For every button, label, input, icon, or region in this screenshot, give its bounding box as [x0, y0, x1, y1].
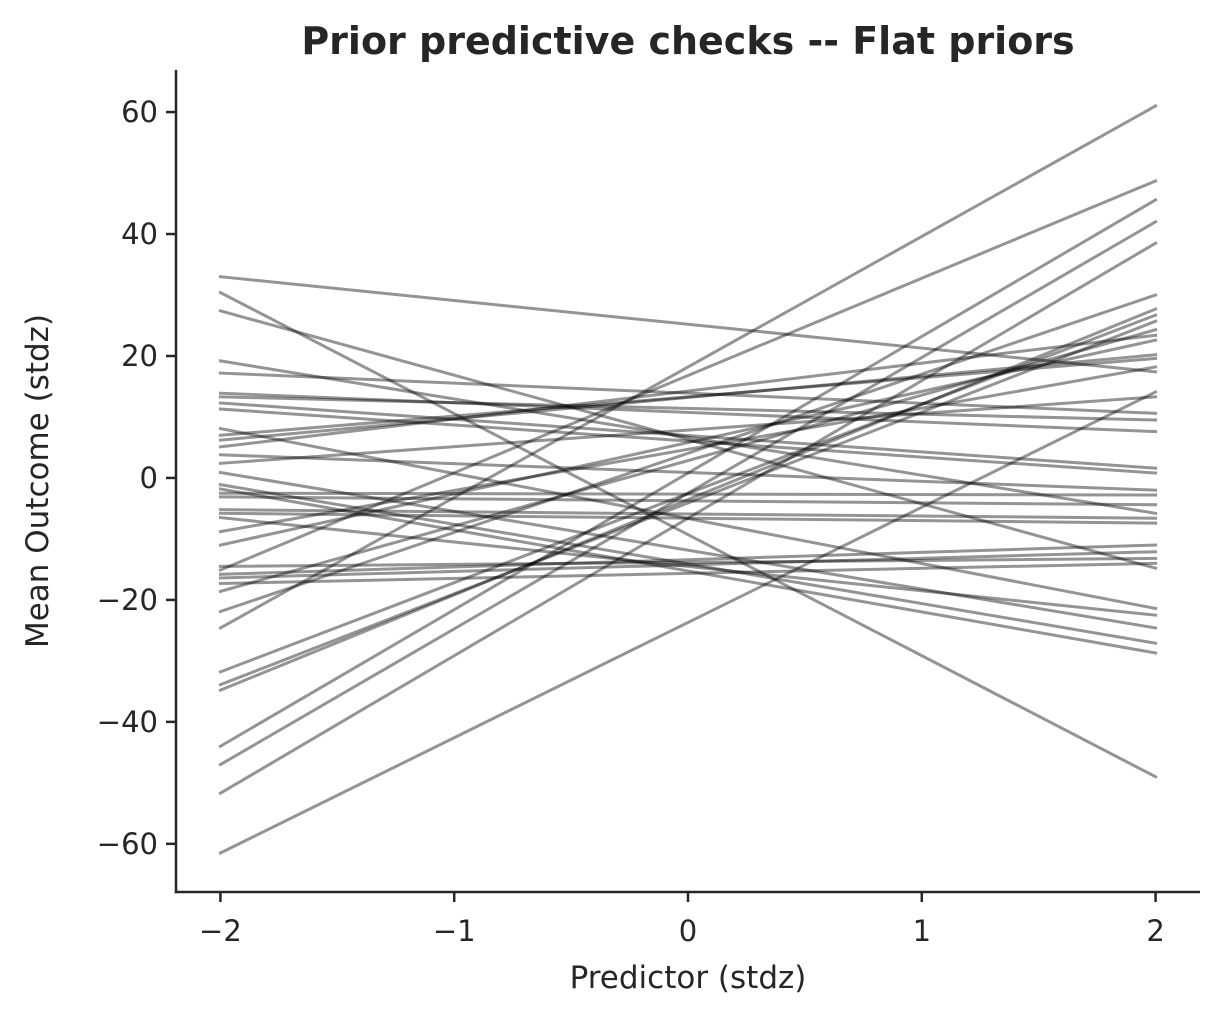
prior-draw-line	[218, 309, 1158, 571]
prior-draw-line	[218, 179, 1158, 572]
prior-draw-line	[218, 371, 1158, 415]
prior-draw-line	[218, 307, 1158, 693]
x-tick-label: −1	[433, 914, 476, 948]
y-axis-label: Mean Outcome (stdz)	[20, 314, 56, 648]
prior-draw-line	[218, 453, 1158, 492]
prior-draw-line	[218, 333, 1158, 449]
prior-draw-line	[218, 319, 1158, 687]
prior-draw-line	[218, 391, 1158, 434]
y-tick-label: 20	[121, 339, 158, 373]
y-tick-label: −20	[97, 583, 158, 617]
y-tick-label: −40	[97, 705, 158, 739]
prior-draw-line	[218, 219, 1158, 767]
prior-draw-line	[218, 482, 1158, 645]
prior-draw-line	[218, 470, 1158, 630]
prior-draw-line	[218, 395, 1158, 422]
prior-draw-line	[218, 401, 1158, 470]
prior-draw-line	[218, 389, 1158, 855]
prior-draw-line	[218, 197, 1158, 749]
prior-draw-line	[218, 353, 1158, 442]
y-tick-label: 60	[121, 95, 158, 129]
prior-draw-line	[218, 395, 1158, 465]
y-tick-label: 0	[140, 461, 158, 495]
chart-title: Prior predictive checks -- Flat priors	[301, 19, 1074, 63]
prior-draw-line	[218, 556, 1158, 568]
prior-draw-line	[218, 550, 1158, 580]
x-tick-label: 0	[679, 914, 697, 948]
prior-draw-line	[218, 327, 1158, 594]
axes-spines-group	[174, 70, 1200, 894]
prior-draw-line	[218, 338, 1158, 547]
prior-draw-line	[218, 356, 1158, 437]
prior-draw-line	[218, 293, 1158, 614]
prior-draw-line	[218, 275, 1158, 374]
prior-draw-line	[218, 508, 1158, 520]
y-tick-label: −60	[97, 827, 158, 861]
x-tick-label: −2	[199, 914, 242, 948]
axis-ticks-group: −2 −1 0 1 2 −60 −40 −20 0 20 40 60	[97, 95, 1165, 948]
prior-draw-line	[218, 561, 1158, 585]
prior-draw-line	[218, 495, 1158, 507]
x-axis-label: Predictor (stdz)	[570, 960, 807, 996]
prior-draw-line	[218, 515, 1158, 617]
prior-draw-line	[218, 103, 1158, 631]
prior-draw-line	[218, 290, 1158, 779]
prior-draw-line	[218, 487, 1158, 655]
prior-draw-line	[218, 365, 1158, 534]
prior-draw-line	[218, 359, 1158, 516]
x-tick-label: 1	[913, 914, 931, 948]
prior-draw-line	[218, 407, 1158, 475]
prior-draw-line	[218, 511, 1158, 525]
prior-draw-line	[218, 491, 1158, 497]
x-tick-label: 2	[1146, 914, 1164, 948]
y-tick-label: 40	[121, 217, 158, 251]
prior-draw-line	[218, 313, 1158, 674]
prior-draw-line	[218, 543, 1158, 576]
prior-draw-line	[218, 241, 1158, 796]
prior-draw-lines-group	[218, 103, 1158, 855]
prior-draw-line	[218, 426, 1158, 611]
